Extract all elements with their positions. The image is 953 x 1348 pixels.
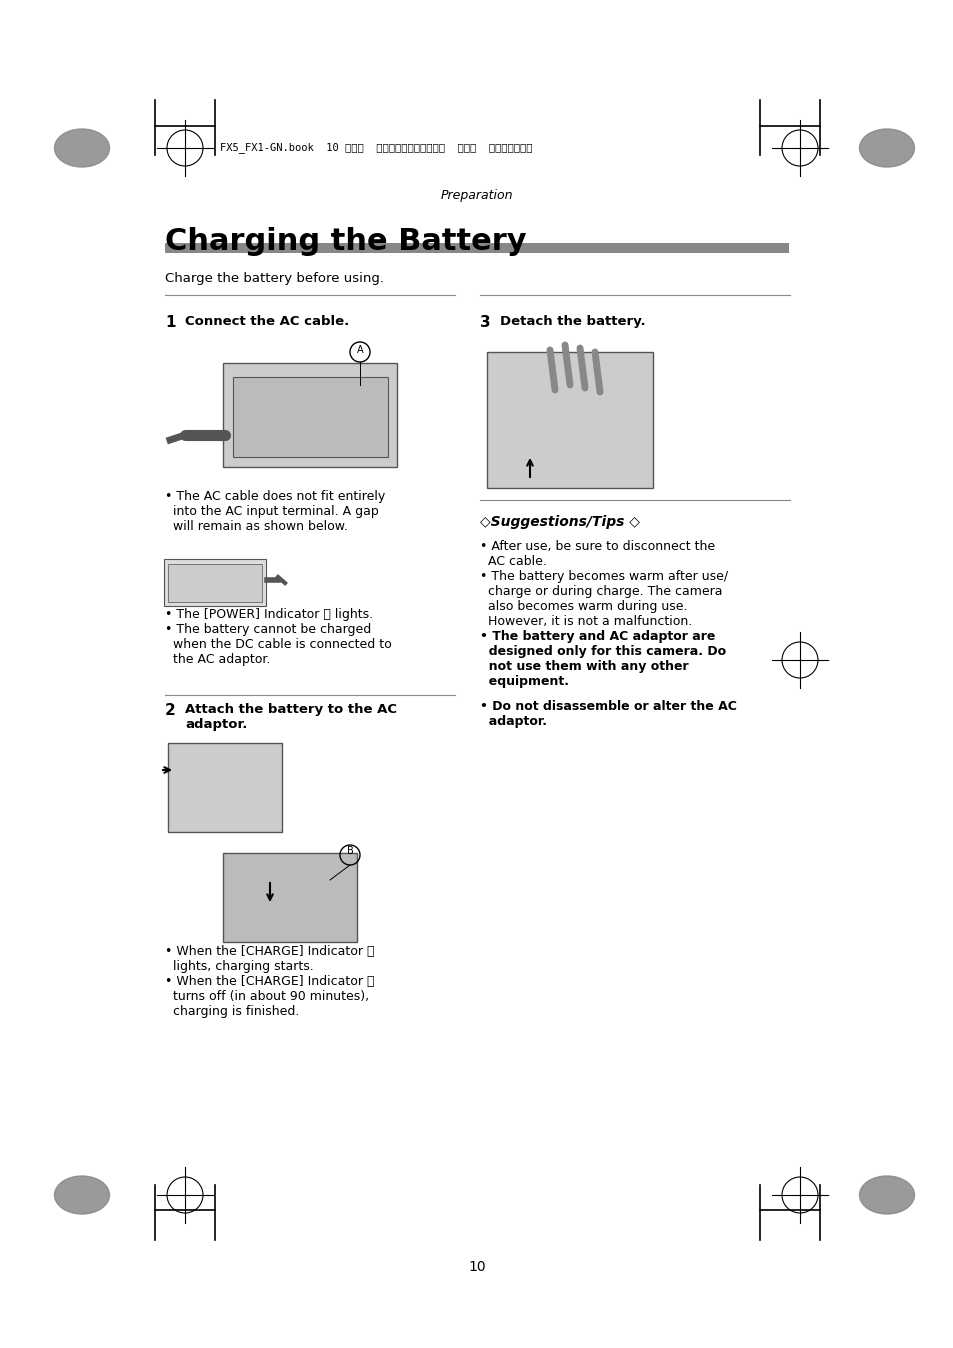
Text: Connect the AC cable.: Connect the AC cable. bbox=[185, 315, 349, 328]
Text: • The [POWER] Indicator Ⓐ lights.: • The [POWER] Indicator Ⓐ lights. bbox=[165, 608, 373, 621]
Text: • When the [CHARGE] Indicator Ⓑ
  lights, charging starts.: • When the [CHARGE] Indicator Ⓑ lights, … bbox=[165, 945, 375, 973]
Text: B: B bbox=[346, 847, 353, 856]
Text: 1: 1 bbox=[165, 315, 175, 330]
Text: • The AC cable does not fit entirely
  into the AC input terminal. A gap
  will : • The AC cable does not fit entirely int… bbox=[165, 491, 385, 532]
Text: Charge the battery before using.: Charge the battery before using. bbox=[165, 272, 384, 284]
Text: Preparation: Preparation bbox=[440, 189, 513, 201]
Text: Detach the battery.: Detach the battery. bbox=[499, 315, 645, 328]
FancyBboxPatch shape bbox=[223, 853, 356, 942]
Text: A: A bbox=[356, 345, 363, 355]
FancyBboxPatch shape bbox=[168, 563, 262, 603]
Text: • The battery cannot be charged
  when the DC cable is connected to
  the AC ada: • The battery cannot be charged when the… bbox=[165, 623, 392, 666]
Text: 10: 10 bbox=[468, 1260, 485, 1274]
Ellipse shape bbox=[54, 1175, 110, 1215]
Text: FX5_FX1-GN.book  10 ページ  ２００３年１２月１７日  水曜日  午前９時２０分: FX5_FX1-GN.book 10 ページ ２００３年１２月１７日 水曜日 午… bbox=[220, 143, 532, 154]
FancyBboxPatch shape bbox=[168, 743, 282, 832]
Text: • The battery and AC adaptor are
  designed only for this camera. Do
  not use t: • The battery and AC adaptor are designe… bbox=[479, 630, 725, 687]
Text: Attach the battery to the AC
adaptor.: Attach the battery to the AC adaptor. bbox=[185, 704, 396, 731]
Text: • After use, be sure to disconnect the
  AC cable.: • After use, be sure to disconnect the A… bbox=[479, 541, 715, 568]
Text: • The battery becomes warm after use/
  charge or during charge. The camera
  al: • The battery becomes warm after use/ ch… bbox=[479, 570, 727, 628]
Text: 2: 2 bbox=[165, 704, 175, 718]
FancyBboxPatch shape bbox=[164, 559, 266, 607]
FancyBboxPatch shape bbox=[165, 243, 788, 253]
FancyBboxPatch shape bbox=[233, 377, 388, 457]
Text: Charging the Battery: Charging the Battery bbox=[165, 226, 526, 256]
Text: • Do not disassemble or alter the AC
  adaptor.: • Do not disassemble or alter the AC ada… bbox=[479, 700, 736, 728]
Ellipse shape bbox=[859, 1175, 914, 1215]
Text: • When the [CHARGE] Indicator Ⓑ
  turns off (in about 90 minutes),
  charging is: • When the [CHARGE] Indicator Ⓑ turns of… bbox=[165, 975, 375, 1018]
Text: ◇Suggestions/Tips ◇: ◇Suggestions/Tips ◇ bbox=[479, 515, 639, 528]
Text: 3: 3 bbox=[479, 315, 490, 330]
Ellipse shape bbox=[54, 129, 110, 167]
Ellipse shape bbox=[859, 129, 914, 167]
FancyBboxPatch shape bbox=[223, 363, 396, 466]
FancyBboxPatch shape bbox=[486, 352, 652, 488]
